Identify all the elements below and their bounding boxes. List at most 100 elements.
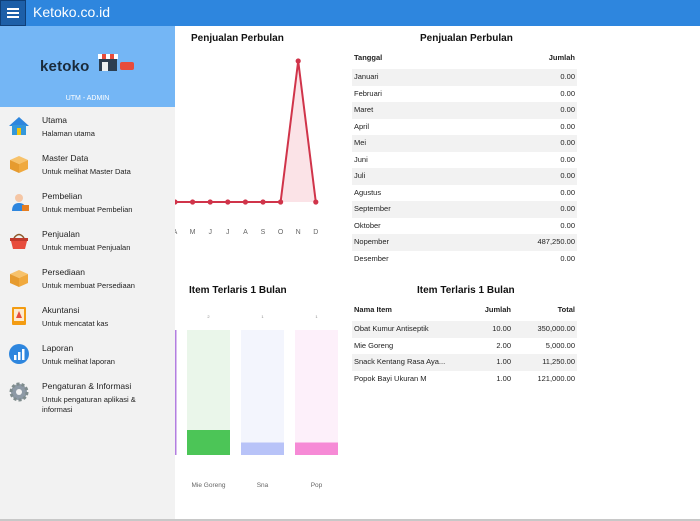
- sidebar-item-desc: Untuk mencatat kas: [42, 319, 109, 328]
- sales-line-point: [242, 199, 248, 205]
- cell-jumlah: 0.00: [560, 88, 575, 98]
- sidebar-item-desc: Untuk membuat Penjualan: [42, 243, 131, 252]
- table-row: Mie Goreng 2.00 5,000.00: [352, 338, 577, 355]
- cell-jumlah: 1.00: [496, 357, 511, 366]
- user-role: UTM - ADMIN: [65, 95, 110, 102]
- x-tick-label: A: [243, 229, 248, 236]
- title-bar: Ketoko.co.id: [0, 0, 700, 26]
- sidebar-item-desc: Halaman utama: [42, 129, 95, 138]
- x-tick-label: J: [226, 229, 230, 236]
- col-total: Total: [557, 305, 575, 314]
- cell-jumlah: 2.00: [496, 340, 511, 350]
- cell-total: 11,250.00: [542, 357, 575, 366]
- sidebar-item-master-data[interactable]: Master Data Untuk melihat Master Data: [0, 145, 175, 183]
- sidebar-item-label: Persediaan: [42, 267, 86, 277]
- cell-jumlah: 0.00: [560, 121, 575, 131]
- bar-category-label: Sna: [257, 482, 269, 489]
- sidebar-item-laporan[interactable]: Laporan Untuk melihat laporan: [0, 335, 175, 373]
- cell-nama-item: Popok Bayi Ukuran M: [354, 373, 427, 383]
- sidebar-item-label: Utama: [42, 115, 68, 125]
- cell-jumlah: 0.00: [560, 187, 575, 197]
- top-chart-title: Item Terlaris 1 Bulan: [189, 285, 287, 296]
- sales-line-chart: AMJJASOND: [175, 58, 319, 236]
- cell-total: 350,000.00: [537, 324, 575, 333]
- cell-jumlah: 0.00: [560, 204, 575, 213]
- sidebar-item-desc: Untuk membuat Pembelian: [42, 205, 133, 214]
- table-row: Juni 0.00: [352, 152, 577, 169]
- sidebar-item-akuntansi[interactable]: Akuntansi Untuk mencatat kas: [0, 297, 175, 335]
- sales-line-point: [207, 199, 213, 205]
- sales-line-point: [295, 58, 301, 64]
- cell-jumlah: 0.00: [560, 253, 575, 263]
- bar: [295, 442, 338, 455]
- cell-tanggal: Oktober: [354, 220, 381, 230]
- col-nama-item: Nama Item: [354, 305, 392, 314]
- bar-track: [295, 330, 338, 455]
- table-row: Mei 0.00: [352, 135, 577, 152]
- table-row: Oktober 0.00: [352, 218, 577, 235]
- clipped-bar-edge: [175, 330, 177, 455]
- table-row: Snack Kentang Rasa Aya... 1.00 11,250.00: [352, 354, 577, 371]
- bar-category-label: Pop: [311, 482, 323, 489]
- hamburger-line: [7, 12, 19, 14]
- col-jumlah: Jumlah: [484, 305, 511, 314]
- sales-line-area: [175, 61, 316, 202]
- cell-jumlah: 0.00: [560, 220, 575, 230]
- cell-nama-item: Mie Goreng: [354, 340, 394, 350]
- hamburger-line: [7, 8, 19, 10]
- sidebar-item-persediaan[interactable]: Persediaan Untuk membuat Persediaan: [0, 259, 175, 297]
- table-row: Februari 0.00: [352, 86, 577, 103]
- sidebar-item-pengaturan[interactable]: Pengaturan & Informasi Untuk pengaturan …: [0, 373, 175, 414]
- cell-tanggal: Mei: [354, 138, 367, 147]
- cell-tanggal: Januari: [354, 72, 379, 81]
- sidebar-item-desc: Untuk melihat laporan: [42, 357, 115, 366]
- sidebar-item-label: Master Data: [42, 153, 89, 163]
- gear-icon: [9, 382, 29, 402]
- sales-line-point: [313, 199, 319, 205]
- cell-tanggal: Nopember: [354, 237, 390, 246]
- sidebar-item-penjualan[interactable]: Penjualan Untuk membuat Penjualan: [0, 221, 175, 259]
- hamburger-line: [7, 16, 19, 18]
- cell-total: 5,000.00: [545, 340, 575, 350]
- table-row: Maret 0.00: [352, 102, 577, 119]
- cell-tanggal: Juni: [354, 154, 368, 164]
- sidebar: ketoko UTM - ADMIN Utama Halaman utama: [0, 26, 175, 521]
- sales-table-title: Penjualan Perbulan: [420, 33, 513, 44]
- sidebar-item-label: Pengaturan & Informasi: [42, 381, 132, 391]
- table-row: Januari 0.00: [352, 69, 577, 86]
- bottom-border: [0, 519, 700, 521]
- table-header: Tanggal Jumlah: [352, 47, 577, 69]
- hamburger-menu-button[interactable]: [0, 0, 26, 26]
- table-row: Agustus 0.00: [352, 185, 577, 202]
- sidebar-menu: Utama Halaman utama Master Data Untuk me…: [0, 107, 175, 414]
- sidebar-item-pembelian[interactable]: Pembelian Untuk membuat Pembelian: [0, 183, 175, 221]
- cell-tanggal: Februari: [354, 88, 382, 98]
- col-jumlah: Jumlah: [548, 53, 575, 62]
- sidebar-item-label: Laporan: [42, 343, 74, 353]
- cell-jumlah: 0.00: [560, 171, 575, 180]
- cell-total: 121,000.00: [537, 373, 575, 383]
- table-row: Nopember 487,250.00: [352, 234, 577, 251]
- logo-text: ketoko: [40, 58, 90, 75]
- col-tanggal: Tanggal: [354, 53, 383, 62]
- sidebar-item-label: Pembelian: [42, 191, 83, 201]
- bar: [241, 442, 284, 455]
- cell-tanggal: Maret: [354, 105, 374, 114]
- sidebar-item-desc: Untuk melihat Master Data: [42, 167, 131, 176]
- cell-tanggal: Juli: [354, 171, 366, 180]
- cell-nama-item: Snack Kentang Rasa Aya...: [354, 357, 446, 366]
- x-tick-label: D: [313, 229, 318, 236]
- table-row: Juli 0.00: [352, 168, 577, 185]
- sales-line-point: [175, 199, 178, 205]
- sales-line-point: [260, 199, 266, 205]
- table-row: Desember 0.00: [352, 251, 577, 268]
- cell-jumlah: 0.00: [560, 105, 575, 114]
- top-items-table: Nama Item Jumlah Total Obat Kumur Antise…: [352, 299, 577, 387]
- table-row: April 0.00: [352, 119, 577, 136]
- bar-track: [241, 330, 284, 455]
- cell-tanggal: September: [354, 204, 391, 213]
- cell-jumlah: 1.00: [496, 373, 511, 383]
- sidebar-item-utama[interactable]: Utama Halaman utama: [0, 107, 175, 145]
- storefront-icon: [98, 54, 118, 71]
- ledger-icon: [12, 307, 26, 325]
